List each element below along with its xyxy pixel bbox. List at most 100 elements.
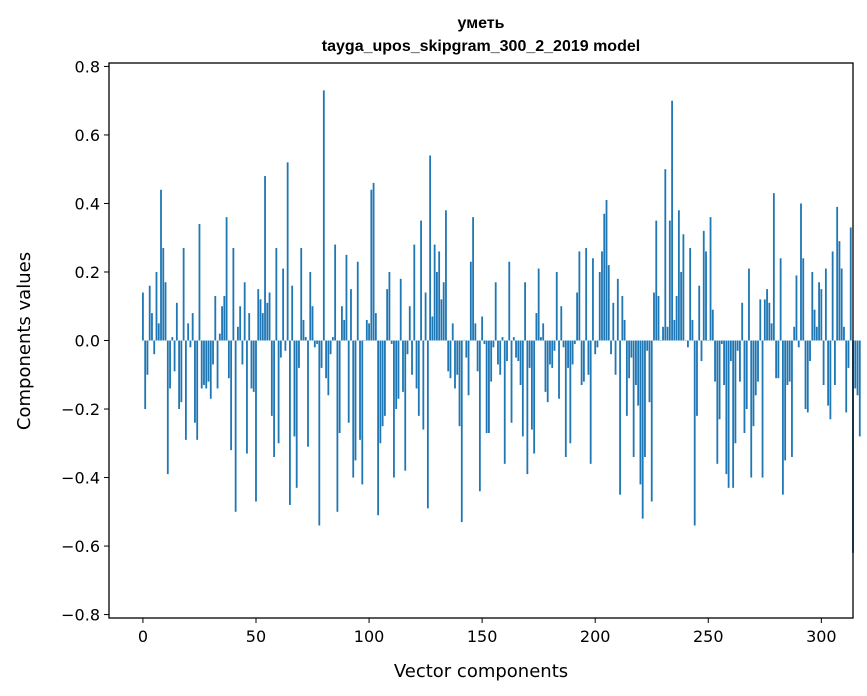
y-tick-label: −0.6 [61, 537, 100, 556]
bar [322, 90, 325, 341]
bar [413, 244, 416, 341]
bar [689, 248, 692, 341]
bar [555, 271, 558, 341]
bar [225, 217, 228, 341]
bar [635, 340, 637, 386]
bar [815, 326, 818, 341]
bar [216, 340, 219, 389]
chart-title: уметь [458, 15, 505, 32]
bar [673, 319, 676, 341]
x-tick-label: 150 [467, 627, 498, 646]
x-tick-label: 100 [354, 627, 385, 646]
bar [820, 289, 823, 341]
bar [329, 340, 332, 355]
bar [200, 340, 203, 389]
bar [184, 340, 187, 440]
bar [494, 282, 497, 341]
bar [347, 340, 350, 423]
bar [601, 251, 603, 341]
bar [239, 306, 242, 341]
bar [411, 340, 413, 375]
bar [279, 340, 282, 358]
y-tick-label: −0.4 [61, 469, 100, 488]
bar [429, 155, 432, 341]
bar [408, 306, 411, 341]
bar [544, 340, 547, 392]
bar [800, 203, 802, 341]
bar [723, 340, 726, 386]
bar [481, 316, 484, 341]
bar [748, 268, 750, 341]
bar [438, 251, 441, 341]
bar [359, 340, 361, 440]
bar [320, 340, 323, 368]
bar [777, 340, 780, 379]
bar [282, 268, 285, 341]
bar [383, 340, 386, 416]
bar [350, 289, 352, 341]
bar [711, 309, 714, 341]
bar [160, 189, 162, 341]
bar [151, 313, 153, 341]
bar [442, 282, 445, 341]
bar [766, 289, 768, 341]
bar [720, 340, 723, 344]
bar [849, 227, 852, 341]
bar [449, 340, 452, 379]
bar [705, 251, 707, 341]
bar [804, 340, 807, 410]
bar [390, 340, 393, 344]
bar [732, 340, 735, 488]
bar [236, 326, 239, 341]
bar [693, 340, 696, 526]
bar [203, 340, 205, 386]
y-tick-label: 0.4 [75, 194, 100, 213]
bar [180, 340, 183, 403]
bar [641, 340, 644, 519]
bar [843, 326, 845, 341]
bar [616, 278, 619, 341]
bar [313, 340, 316, 348]
bar [499, 340, 502, 375]
bar [447, 340, 450, 372]
x-axis-label: Vector components [394, 661, 568, 682]
bar [632, 340, 635, 457]
bar [372, 182, 375, 341]
chart-subtitle: tayga_upos_skipgram_300_2_2019 model [322, 38, 640, 55]
bar [567, 340, 569, 368]
bar [157, 323, 160, 341]
bar [838, 241, 841, 341]
bar [809, 340, 811, 362]
bar [194, 340, 196, 423]
bar [261, 313, 264, 341]
bar [727, 340, 730, 488]
bar [521, 340, 524, 437]
bar [474, 323, 477, 341]
bar [488, 340, 490, 433]
bar [381, 340, 384, 427]
bar [365, 319, 368, 341]
bar [700, 340, 703, 362]
bar [467, 340, 470, 396]
bar [255, 340, 257, 502]
bar [417, 340, 420, 416]
bar [752, 340, 755, 427]
bar [307, 340, 309, 447]
bar [295, 340, 298, 488]
bar [334, 244, 337, 341]
bar [779, 258, 782, 341]
y-tick-label: 0.8 [75, 57, 100, 76]
bar [628, 340, 631, 379]
bar [182, 248, 185, 341]
bar [374, 313, 377, 341]
bar [791, 340, 793, 457]
bar [691, 319, 694, 341]
bar [298, 340, 300, 368]
bar [508, 261, 511, 341]
bar [241, 340, 244, 365]
bar [458, 340, 461, 427]
bar [146, 340, 149, 375]
bar [587, 340, 590, 375]
bar [770, 323, 773, 341]
bar [596, 340, 599, 348]
